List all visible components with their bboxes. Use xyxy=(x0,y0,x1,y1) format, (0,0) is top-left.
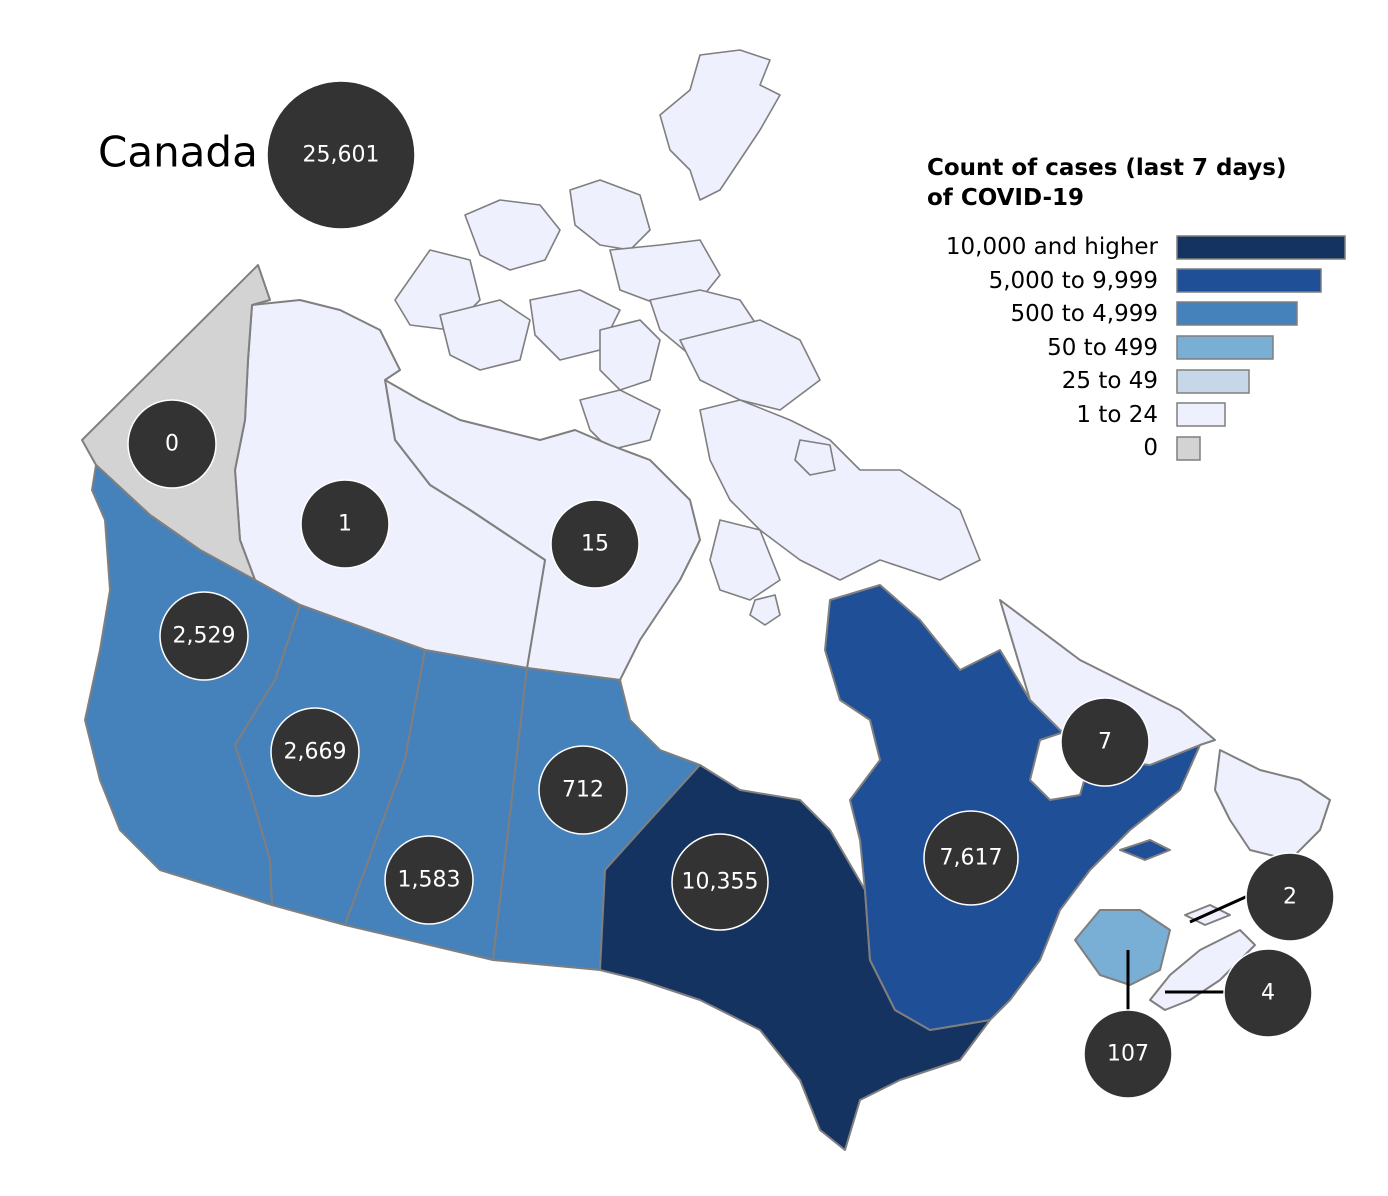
bubble-ontario-count: 10,355 xyxy=(682,870,759,895)
legend-label-25-49: 25 to 49 xyxy=(1062,368,1158,394)
bubble-newfoundland-labrador-count: 7 xyxy=(1098,730,1112,755)
bubble-quebec-count: 7,617 xyxy=(940,846,1003,871)
bubble-canada: 25,601 xyxy=(266,80,416,230)
bubble-nunavut-count: 15 xyxy=(581,532,609,557)
bubble-canada-count: 25,601 xyxy=(303,143,380,168)
region-nova-scotia xyxy=(1149,929,1256,1011)
bubble-yukon: 0 xyxy=(127,399,217,489)
bubble-saskatchewan: 1,583 xyxy=(384,835,474,925)
arctic-archipelago xyxy=(394,49,981,626)
legend-label-1-24: 1 to 24 xyxy=(1076,402,1158,428)
legend-label-500-4999: 500 to 4,999 xyxy=(1011,301,1158,327)
bubble-alberta-count: 2,669 xyxy=(284,740,347,765)
bubble-northwest-territories: 1 xyxy=(300,479,390,569)
legend-swatch-1-24 xyxy=(1176,402,1226,427)
region-new-brunswick xyxy=(1074,909,1171,986)
legend-swatch-10000-plus xyxy=(1176,235,1346,260)
legend-label-5000-9999: 5,000 to 9,999 xyxy=(989,268,1158,294)
legend-label-10000-plus: 10,000 and higher xyxy=(946,234,1159,260)
bubble-prince-edward-island-count: 2 xyxy=(1283,885,1297,910)
country-label: Canada xyxy=(98,128,258,177)
bubble-ontario: 10,355 xyxy=(671,833,769,931)
bubble-alberta: 2,669 xyxy=(270,707,360,797)
region-newfoundland-island xyxy=(1214,749,1331,861)
bubble-saskatchewan-count: 1,583 xyxy=(398,868,461,893)
bubble-new-brunswick-count: 107 xyxy=(1107,1042,1149,1067)
bubble-manitoba: 712 xyxy=(538,745,628,835)
bubble-newfoundland-labrador: 7 xyxy=(1060,697,1150,787)
bubble-nova-scotia: 4 xyxy=(1223,948,1313,1038)
legend-label-50-499: 50 to 499 xyxy=(1047,335,1158,361)
legend-title-line1: Count of cases (last 7 days) xyxy=(927,155,1286,181)
bubble-manitoba-count: 712 xyxy=(562,778,604,803)
legend-label-0: 0 xyxy=(1143,435,1158,461)
bubble-prince-edward-island: 2 xyxy=(1245,852,1335,942)
legend-title-line2: of COVID-19 xyxy=(927,185,1084,211)
legend: Count of cases (last 7 days) of COVID-19… xyxy=(927,155,1346,461)
bubble-nova-scotia-count: 4 xyxy=(1261,981,1275,1006)
legend-swatch-500-4999 xyxy=(1176,301,1298,326)
bubble-quebec: 7,617 xyxy=(923,810,1019,906)
legend-swatch-25-49 xyxy=(1176,369,1250,394)
bubble-nunavut: 15 xyxy=(550,499,640,589)
legend-swatch-50-499 xyxy=(1176,335,1274,360)
region-anticosti-island xyxy=(1119,839,1171,861)
bubble-british-columbia-count: 2,529 xyxy=(173,624,236,649)
bubble-yukon-count: 0 xyxy=(165,432,179,457)
bubble-new-brunswick: 107 xyxy=(1083,1009,1173,1099)
legend-swatch-5000-9999 xyxy=(1176,268,1322,293)
bubble-northwest-territories-count: 1 xyxy=(338,512,352,537)
legend-swatch-0 xyxy=(1176,436,1201,461)
region-quebec xyxy=(824,584,1201,1031)
leader-line-pei xyxy=(1189,893,1251,924)
bubble-british-columbia: 2,529 xyxy=(159,591,249,681)
